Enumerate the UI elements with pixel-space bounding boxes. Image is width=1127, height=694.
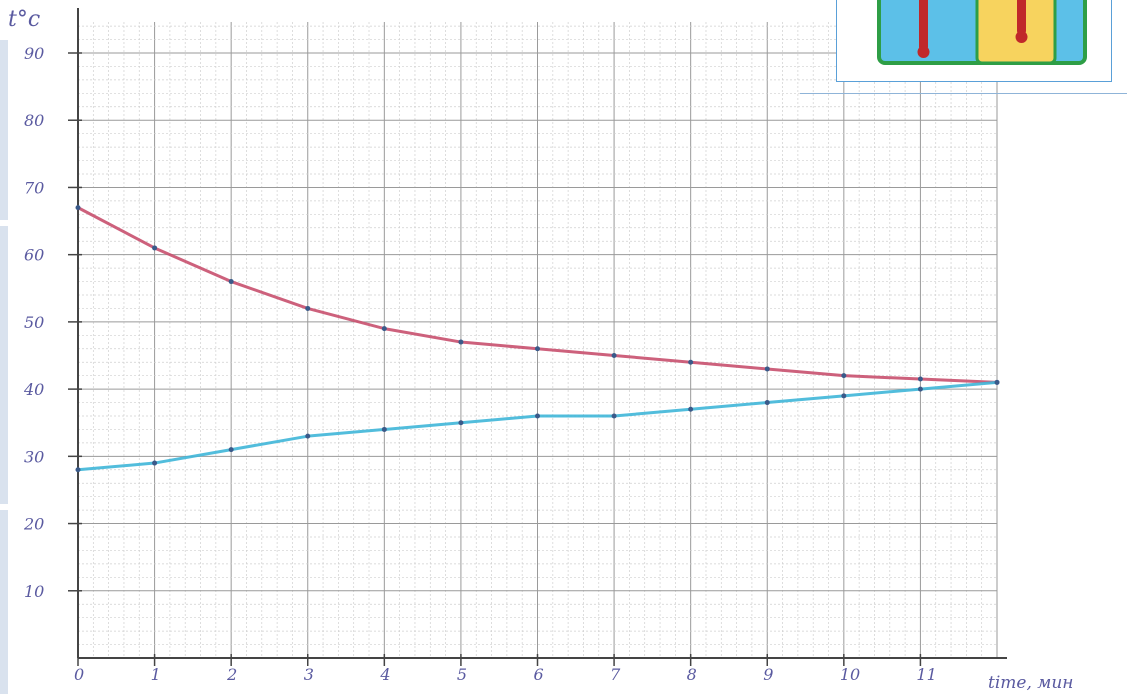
y-tick-label: 40 [23, 380, 44, 399]
series-point [228, 447, 234, 453]
series-point [228, 279, 234, 285]
x-tick-label: 5 [457, 665, 467, 684]
y-tick-label: 30 [24, 447, 44, 466]
axes [68, 8, 1007, 666]
series-point [458, 339, 464, 345]
x-tick-label: 3 [304, 665, 314, 684]
series-point [764, 366, 770, 372]
series-point [305, 305, 311, 311]
series-point [764, 400, 770, 406]
series-point [458, 420, 464, 426]
series-point [381, 426, 387, 432]
x-tick-label: 10 [840, 665, 860, 684]
inner-vessel [975, 0, 1057, 65]
y-tick-label: 20 [23, 515, 44, 534]
series-point [994, 379, 1000, 385]
thermometer-left-icon [919, 0, 928, 51]
y-tick-label: 80 [24, 111, 44, 130]
series-point [841, 393, 847, 399]
x-tick-label: 11 [916, 665, 936, 684]
y-tick-label: 60 [24, 246, 44, 265]
y-tick-label: 10 [24, 582, 44, 601]
left-scroll-strip-3 [0, 510, 8, 694]
x-tick-label: 9 [763, 665, 773, 684]
series-layer [75, 205, 1000, 473]
x-tick-label: 2 [226, 665, 237, 684]
y-tick-label: 90 [24, 44, 44, 63]
series-point [305, 433, 311, 439]
x-tick-label: 7 [610, 665, 621, 684]
series-point [688, 359, 694, 365]
calorimeter-illustration [877, 0, 1087, 65]
x-axis-label: time, мин [988, 673, 1074, 693]
x-tick-label: 1 [151, 665, 161, 684]
series-point [152, 460, 158, 466]
left-scroll-strip-2 [0, 226, 8, 504]
series-point [611, 353, 617, 358]
x-tick-label: 6 [534, 665, 544, 684]
x-tick-label: 0 [74, 665, 84, 684]
left-scroll-strip [0, 40, 8, 220]
series-point [917, 376, 923, 382]
x-tick-label: 4 [379, 665, 390, 684]
thermometer-left-bulb [917, 46, 930, 58]
inset-divider [800, 93, 1127, 94]
thermometer-right-bulb [1015, 31, 1028, 43]
series-point [152, 245, 158, 251]
series-point [917, 386, 923, 392]
series-point [535, 346, 540, 352]
series-point [841, 373, 847, 379]
series-point [611, 413, 617, 419]
apparatus-inset [836, 0, 1112, 82]
y-tick-label: 50 [24, 313, 44, 332]
y-axis-label: t°c [8, 7, 40, 32]
series-point [381, 326, 387, 332]
tick-labels: 10 20 30 40 50 60 70 80 90 0 1 2 3 4 5 6 7 8 9 10 11 [23, 44, 937, 684]
x-tick-label: 8 [687, 665, 697, 684]
thermometer-right-icon [1017, 0, 1026, 35]
series-point [75, 205, 81, 211]
series-point [75, 467, 81, 473]
series-point [688, 406, 694, 412]
grid [77, 22, 998, 659]
series-point [535, 413, 540, 419]
y-tick-label: 70 [24, 178, 44, 197]
